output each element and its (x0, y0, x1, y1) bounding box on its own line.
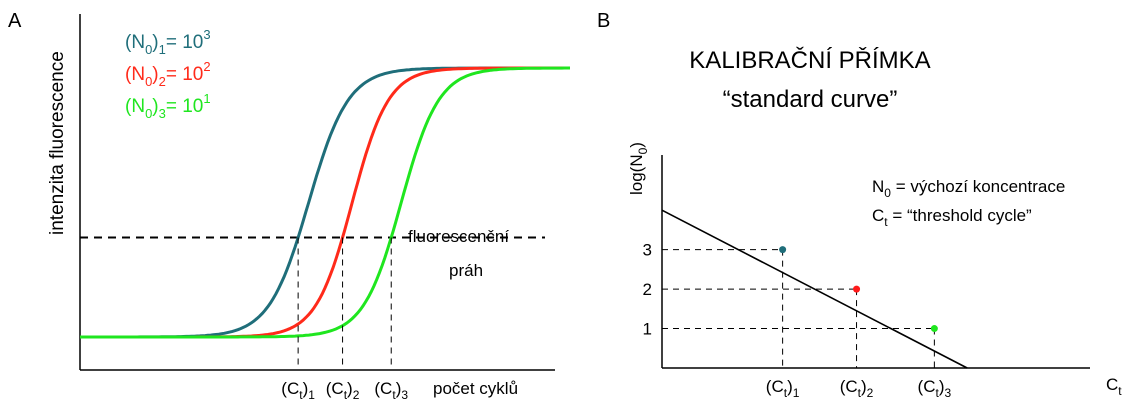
panel-a-curves (80, 66, 570, 339)
panel-b-ytick-1: 1 (643, 320, 652, 339)
panel-b-xlabel: Ct (1106, 375, 1122, 398)
panel-b-point-2 (853, 285, 861, 293)
legend-entry-3-text: (N0)3= 101 (125, 91, 211, 121)
panel-a-ct2-label: (Ct)2 (326, 379, 360, 402)
panel-b-point-1 (779, 246, 787, 254)
panel-a-legend: (N0)1= 103 (N0)2= 102 (N0)3= 101 (125, 27, 211, 121)
panel-b-points (779, 246, 938, 333)
panel-b-ytick-2: 2 (643, 280, 652, 299)
panel-a-ct3-label: (Ct)3 (374, 379, 408, 402)
panel-b-point-3 (930, 325, 938, 333)
panel-b-ylabel: log(N0) (627, 142, 650, 195)
legend-entry-3: (N0)3= 101 (125, 91, 211, 121)
panel-b: B KALIBRAČNÍ PŘÍMKA “standard curve” log… (597, 10, 1122, 400)
panel-b-ct3-label: (Ct)3 (918, 377, 952, 400)
panel-a-ylabel: intenzita fluorescence (47, 51, 68, 235)
panel-b-note-n0: N0 = výchozí koncentrace (872, 177, 1065, 200)
standard-curve-line (661, 209, 968, 369)
legend-entry-1: (N0)1= 103 (125, 27, 211, 57)
panel-a: A intenzita fluorescence počet cyklů flu… (8, 10, 570, 402)
panel-a-xlabel: počet cyklů (433, 379, 518, 398)
fluorescence-curve-3 (80, 66, 570, 339)
panel-b-letter: B (597, 10, 610, 32)
panel-a-ct1-label: (Ct)1 (281, 379, 315, 402)
panel-b-ytick-3: 3 (643, 241, 652, 260)
panel-b-ct1-label: (Ct)1 (766, 377, 800, 400)
panel-b-title: KALIBRAČNÍ PŘÍMKA (689, 46, 930, 74)
panel-b-guides (662, 249, 935, 368)
threshold-label-line2: práh (449, 261, 483, 280)
panel-b-subtitle: “standard curve” (723, 86, 898, 113)
legend-entry-1-text: (N0)1= 103 (125, 27, 211, 57)
panel-b-note-ct: Ct = “threshold cycle” (872, 206, 1032, 229)
legend-entry-2-text: (N0)2= 102 (125, 59, 211, 89)
legend-entry-2: (N0)2= 102 (125, 59, 211, 89)
panel-a-ct-drops (297, 237, 392, 370)
panel-b-ct2-label: (Ct)2 (840, 377, 874, 400)
panel-a-letter: A (8, 10, 22, 32)
